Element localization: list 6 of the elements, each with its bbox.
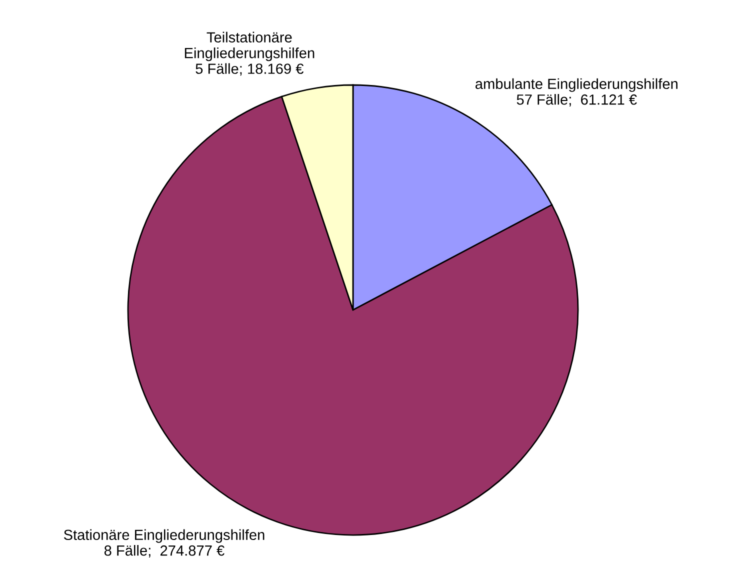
data-label: 57 Fälle; 61.121 € — [516, 94, 637, 106]
data-label: 8 Fälle; 274.877 € — [104, 545, 224, 558]
data-label: 5 Fälle; 18.169 € — [196, 63, 304, 76]
slice-label: Teilstationäre Eingliederungshilfen — [184, 32, 314, 62]
slice-label: Stationäre Eingliederungshilfen — [64, 529, 264, 543]
slice-label: ambulante Eingliederungshilfen — [476, 78, 678, 92]
